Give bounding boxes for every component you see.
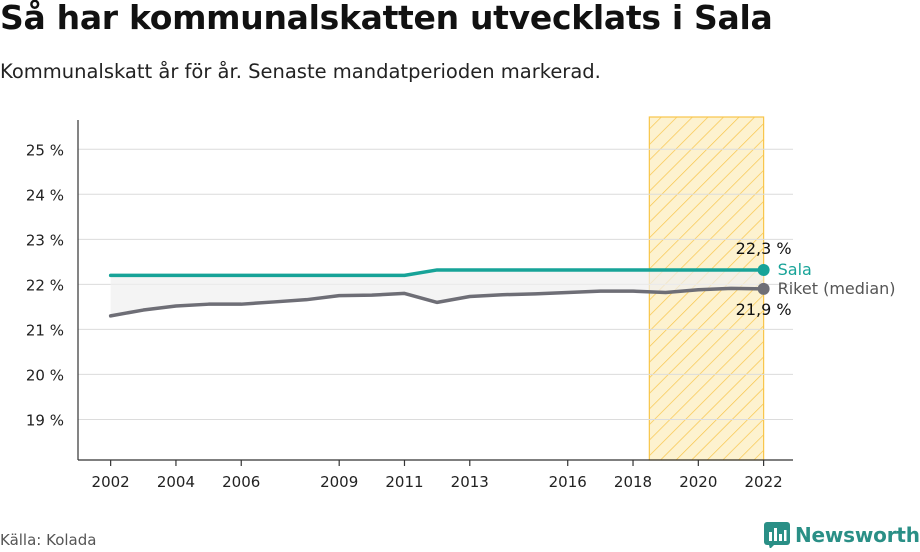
series-label-sala: Sala bbox=[778, 260, 812, 279]
x-tick-label: 2016 bbox=[549, 473, 587, 491]
y-tick-label: 20 % bbox=[26, 366, 64, 384]
data-label-riket: 21,9 % bbox=[736, 300, 792, 319]
series-label-riket: Riket (median) bbox=[778, 279, 896, 298]
brand-name: Newsworthy bbox=[795, 523, 920, 547]
source-note: Källa: Kolada bbox=[0, 531, 97, 549]
series-end-marker-1 bbox=[757, 282, 770, 295]
y-tick-label: 23 % bbox=[26, 231, 64, 249]
difference-band bbox=[110, 269, 764, 316]
x-tick-label: 2022 bbox=[745, 473, 783, 491]
x-tick-label: 2009 bbox=[320, 473, 358, 491]
x-tick-label: 2013 bbox=[451, 473, 489, 491]
y-tick-label: 22 % bbox=[26, 276, 64, 294]
lines-layer bbox=[108, 263, 770, 318]
data-label-sala: 22,3 % bbox=[736, 239, 792, 258]
grid-layer bbox=[78, 148, 793, 420]
series-line-0 bbox=[108, 268, 766, 278]
x-tick-label: 2011 bbox=[385, 473, 423, 491]
x-tick-label: 2018 bbox=[614, 473, 652, 491]
axes-layer: 19 % 20 % 21 % 22 % 23 % 24 % 25 % 2002 2004 2006… bbox=[26, 120, 793, 491]
y-tick-label: 21 % bbox=[26, 321, 64, 339]
series-end-marker-0 bbox=[757, 263, 770, 276]
brand-logo-group[interactable]: Newsworthy bbox=[764, 520, 920, 550]
x-tick-label: 2004 bbox=[157, 473, 195, 491]
y-tick-label: 19 % bbox=[26, 411, 64, 429]
x-tick-label: 2020 bbox=[679, 473, 717, 491]
x-tick-label: 2002 bbox=[92, 473, 130, 491]
chart-subtitle: Kommunalskatt år för år. Senaste mandatp… bbox=[0, 60, 601, 83]
x-tick-label: 2006 bbox=[222, 473, 260, 491]
chart-title: Så har kommunalskatten utvecklats i Sala bbox=[0, 0, 773, 37]
band-layer bbox=[110, 269, 764, 316]
y-tick-label: 25 % bbox=[26, 141, 64, 159]
newsworthy-logo-icon bbox=[764, 522, 790, 548]
series-line-1 bbox=[108, 286, 766, 318]
y-tick-label: 24 % bbox=[26, 186, 64, 204]
